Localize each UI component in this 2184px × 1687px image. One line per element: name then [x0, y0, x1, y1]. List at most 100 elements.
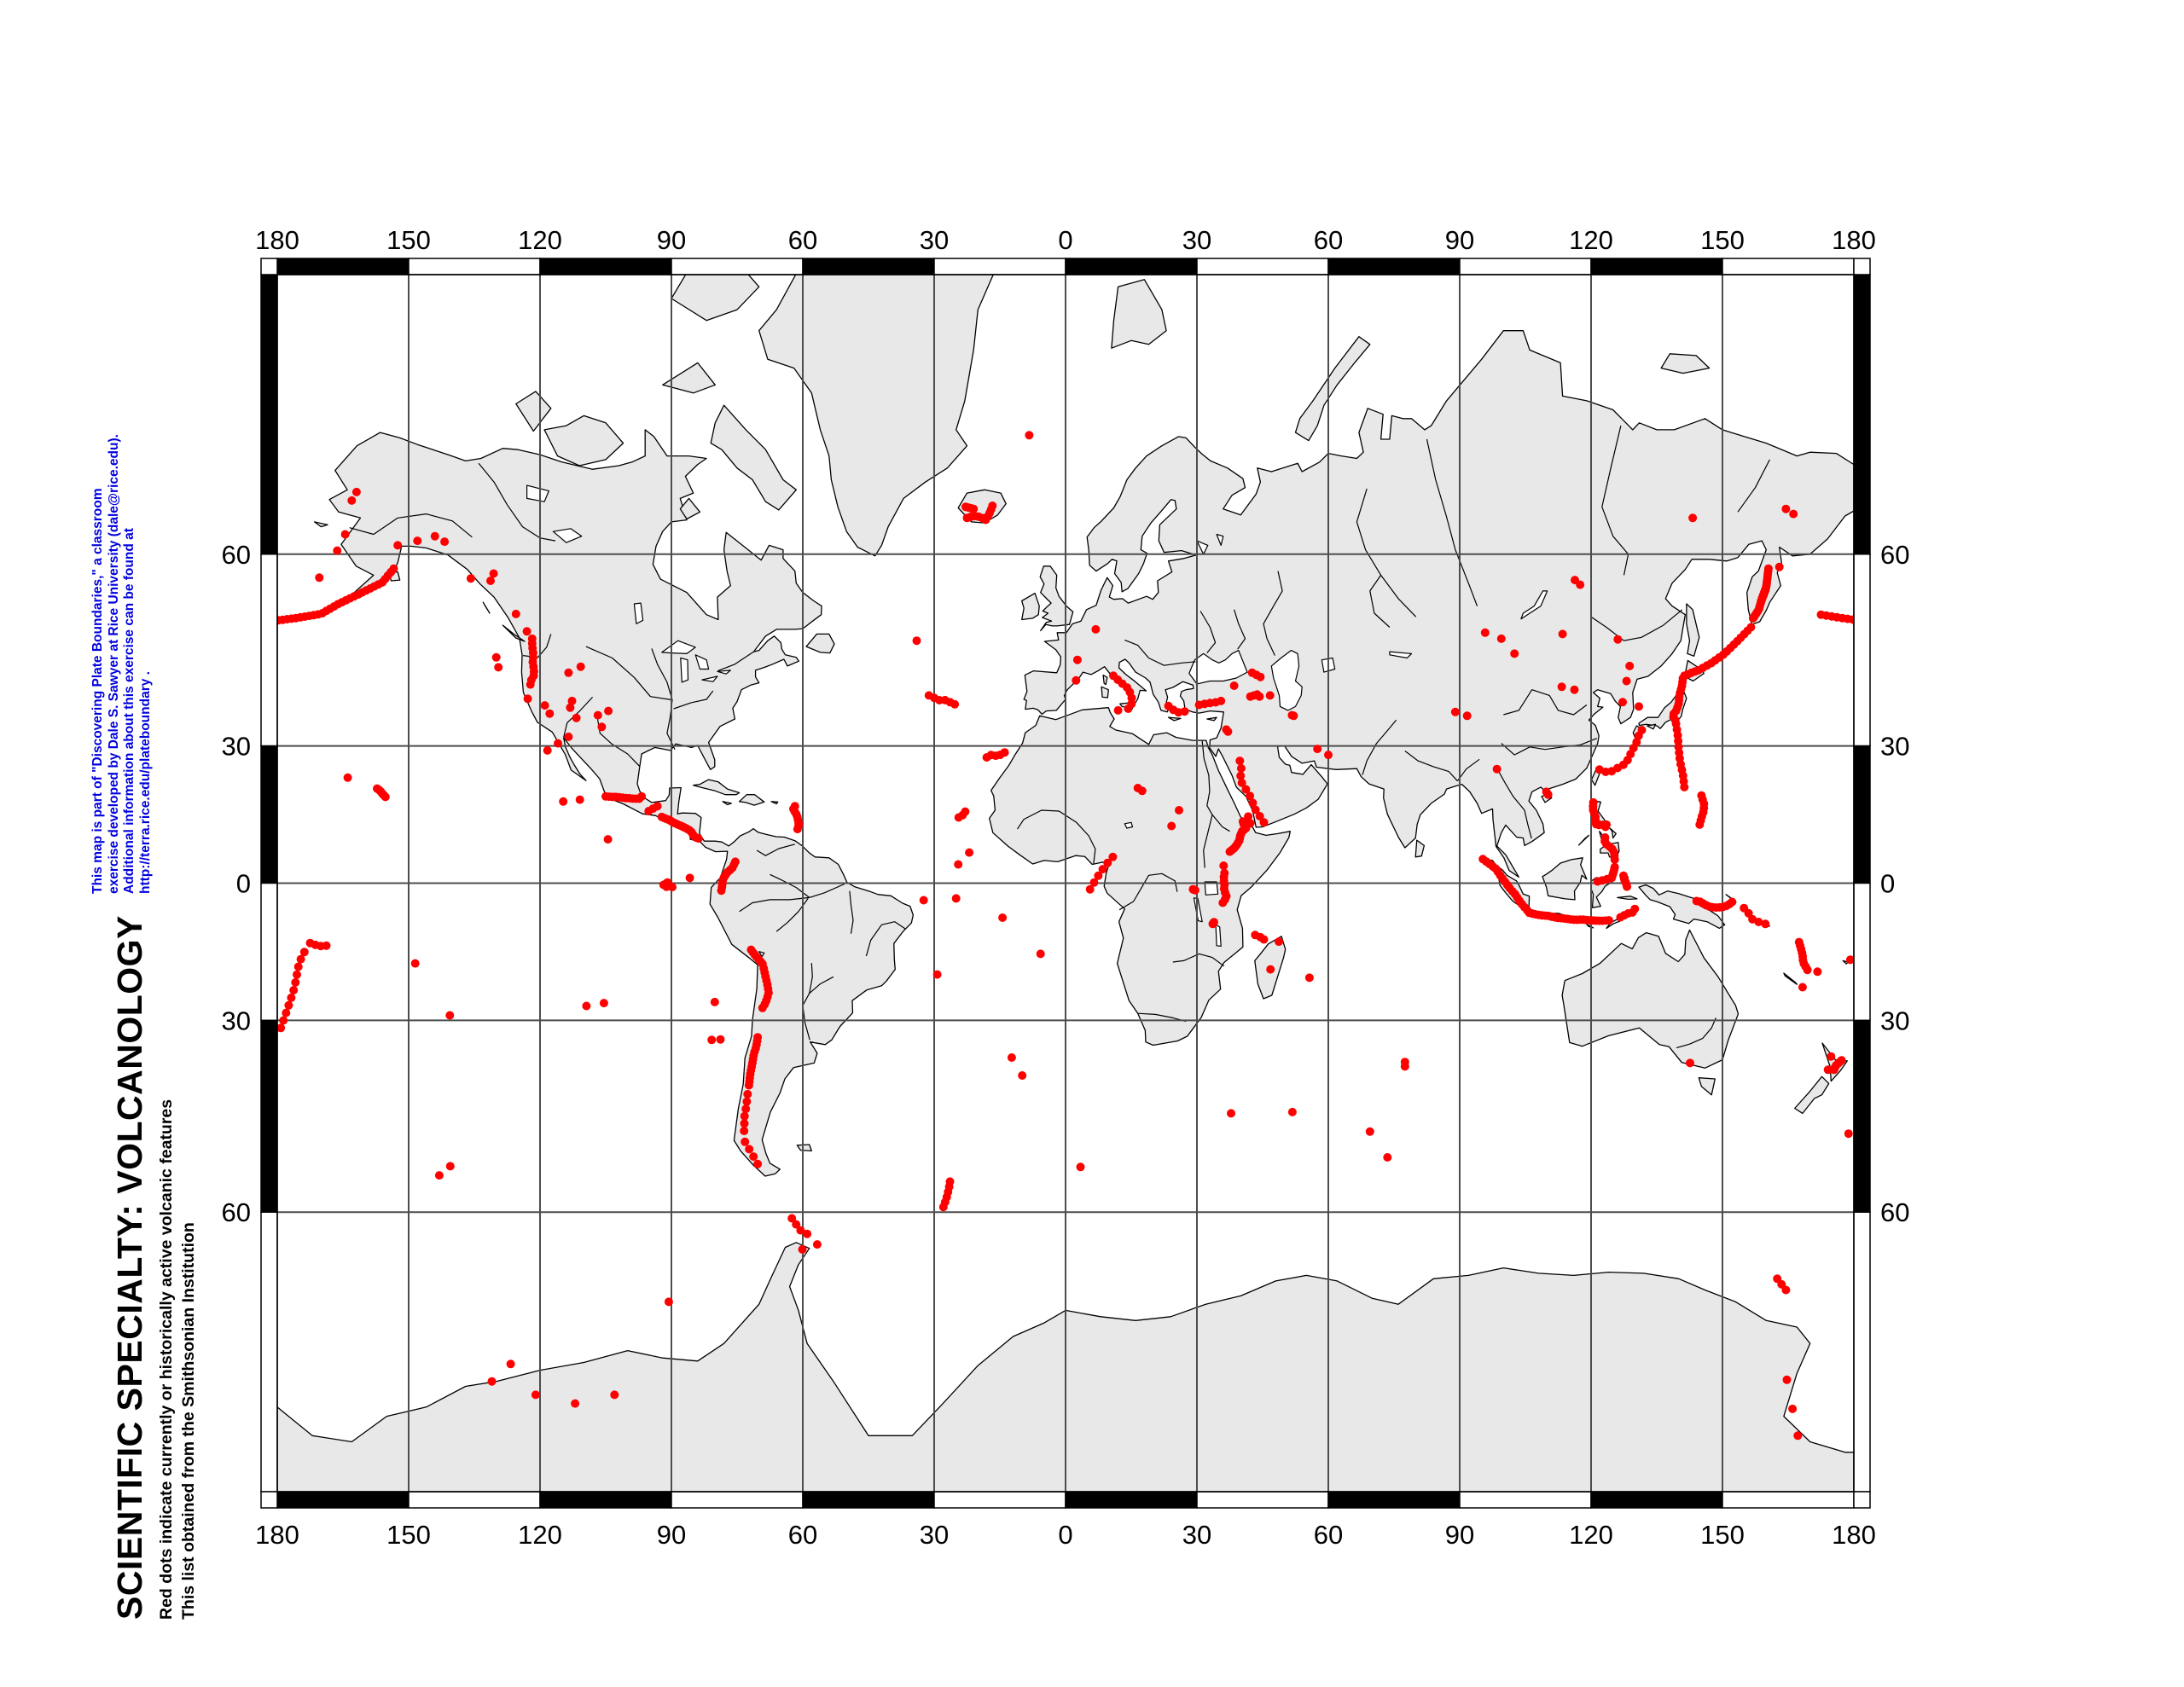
volcano: [593, 710, 602, 720]
map-frame: [260, 258, 1871, 1509]
axis-labels: 180 180 150 150 120 120 90 90 60 60 30 30 0 0 30 30 60 60…: [222, 225, 1910, 1550]
volcano: [1025, 431, 1034, 440]
volcano: [710, 997, 719, 1006]
volcano: [554, 739, 562, 748]
land-australia: [1561, 929, 1740, 1069]
graticule: [277, 275, 1854, 1492]
volcano: [1496, 634, 1506, 643]
volcano: [1789, 509, 1798, 519]
lon-label-bottom: 90: [1445, 1520, 1474, 1550]
lake-onega: [1216, 533, 1224, 546]
subtitle-source: This list obtained from the Smithsonian …: [179, 1222, 198, 1620]
river-sao-francisco: [865, 921, 906, 957]
volcano: [912, 636, 921, 646]
volcano: [954, 860, 963, 869]
volcano-cameroon-line: [1094, 871, 1103, 880]
volcano: [1383, 1153, 1392, 1162]
volcano: [1827, 1052, 1836, 1061]
volcano-s-chile: [741, 1104, 751, 1114]
land-eurasia: [1023, 330, 1854, 878]
volcano: [540, 701, 549, 710]
river-murray: [1676, 1017, 1716, 1049]
volcano: [543, 745, 552, 755]
volcano: [1622, 676, 1631, 686]
land-new-caledonia: [1783, 972, 1798, 985]
land-banks-island: [515, 391, 552, 432]
river-yenisei: [1426, 438, 1478, 606]
volcano-rungwe: [1208, 919, 1217, 929]
volcano-n-sulawesi: [1593, 877, 1602, 886]
volcano: [597, 722, 607, 732]
volcano-austral-chile: [749, 1152, 758, 1162]
subtitle-red-dots: Red dots indicate currently or historica…: [157, 1099, 176, 1620]
lake-balkhash: [1389, 651, 1413, 659]
volcano: [440, 537, 450, 547]
volcano-s-shetland: [803, 1229, 812, 1238]
volcano-austral-chile: [753, 1159, 763, 1168]
volcano: [564, 668, 573, 677]
land-ellesmere: [671, 275, 760, 322]
volcano: [393, 541, 403, 550]
land-newfoundland: [805, 633, 835, 654]
volcano: [1324, 751, 1333, 760]
lake-malawi: [1215, 924, 1222, 947]
volcano-central-america: [694, 834, 703, 844]
volcano: [1793, 1431, 1803, 1441]
volcano: [1788, 1404, 1798, 1413]
volcano: [494, 663, 503, 672]
lon-label-top: 180: [1832, 225, 1876, 255]
volcano-arabia-harrat: [1259, 818, 1269, 827]
lake-huron: [694, 654, 710, 670]
river-don: [1234, 609, 1246, 650]
river-ganges: [1404, 751, 1458, 782]
land-southampton: [679, 497, 701, 520]
volcano-tonga-kermadec: [299, 948, 309, 957]
volcano-aleutians-west: [1849, 615, 1854, 624]
lon-label-top: 90: [1445, 225, 1474, 255]
lat-label-right: 30: [1880, 732, 1909, 762]
land-sakhalin: [1686, 603, 1700, 657]
volcano: [1781, 504, 1791, 513]
volcano: [685, 873, 694, 883]
land-victoria-island: [543, 415, 624, 467]
volcano: [1007, 1053, 1016, 1062]
volcano-tonga-kermadec: [282, 1008, 291, 1017]
volcano-arabia-harrat: [1236, 763, 1246, 773]
volcano-azores: [950, 699, 960, 709]
land-nz-south: [1794, 1075, 1830, 1115]
land-corsica: [1102, 674, 1108, 686]
volcano-s-chile: [742, 1097, 752, 1106]
volcano: [707, 1035, 717, 1045]
volcano-halmahera: [1623, 882, 1632, 891]
volcano-galapagos: [668, 883, 677, 892]
river-parana: [802, 976, 834, 1041]
river-huang-he: [1503, 689, 1588, 716]
volcano-n-chile: [758, 1003, 767, 1012]
volcano: [347, 496, 357, 505]
volcano-vanuatu: [1803, 965, 1812, 975]
volcano-tonga-kermadec: [293, 962, 303, 971]
lon-label-top: 60: [1314, 225, 1343, 255]
volcano: [1480, 628, 1490, 637]
volcano: [506, 1359, 515, 1369]
volcano-arabia-harrat: [1236, 771, 1246, 780]
volcano: [1246, 819, 1255, 828]
volcano: [582, 1001, 591, 1011]
volcano-aegean: [1180, 707, 1189, 716]
volcano-cape-verde: [961, 807, 970, 816]
land-haida-gwaii: [482, 601, 491, 614]
volcano-hawaii: [373, 784, 381, 793]
volcano: [545, 709, 555, 718]
credit-line-1: This map is part of "Discovering Plate B…: [90, 488, 105, 894]
volcano-chiapas: [653, 802, 662, 811]
volcano: [1167, 821, 1176, 831]
volcano: [410, 959, 420, 968]
volcano-anatolia: [1217, 696, 1226, 705]
river-white-nile: [1203, 815, 1213, 868]
volcano: [572, 713, 581, 722]
volcano: [1076, 1162, 1085, 1172]
volcano: [798, 1244, 807, 1254]
land-falklands: [796, 1144, 812, 1152]
volcano-arabia-harrat: [1235, 757, 1245, 766]
